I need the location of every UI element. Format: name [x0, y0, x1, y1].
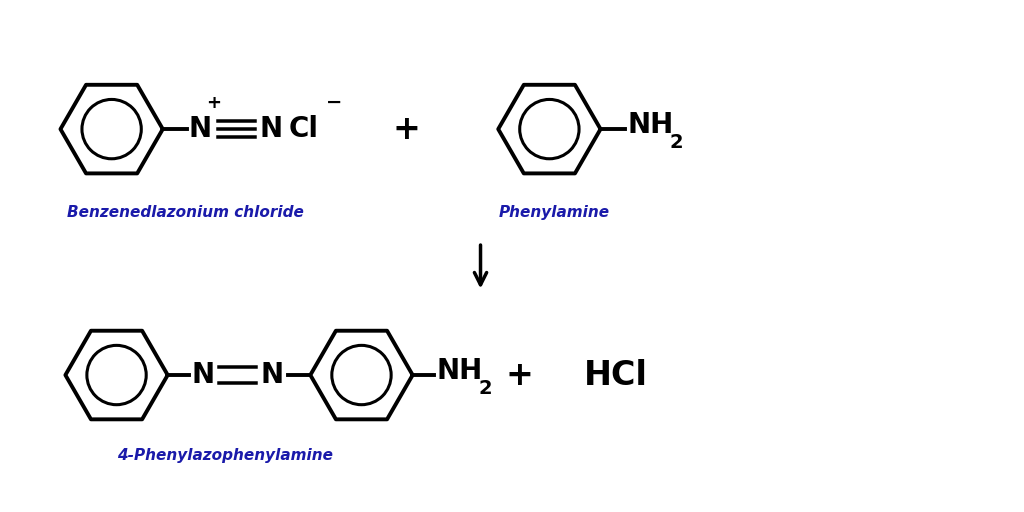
Text: 2: 2: [478, 379, 493, 398]
Text: NH: NH: [436, 357, 482, 385]
Text: N: N: [259, 115, 283, 143]
Text: NH: NH: [627, 111, 674, 139]
Text: Benzenedlazonium chloride: Benzenedlazonium chloride: [67, 205, 304, 220]
Text: +: +: [393, 113, 421, 145]
Text: N: N: [191, 361, 214, 389]
Text: 4-Phenylazophenylamine: 4-Phenylazophenylamine: [117, 448, 333, 463]
Text: N: N: [260, 361, 284, 389]
Text: +: +: [206, 94, 221, 112]
Text: N: N: [188, 115, 212, 143]
Text: HCl: HCl: [584, 358, 648, 392]
Text: 2: 2: [670, 133, 683, 153]
Text: Phenylamine: Phenylamine: [499, 205, 610, 220]
Text: −: −: [326, 93, 342, 112]
Text: Cl: Cl: [289, 115, 318, 143]
Text: +: +: [506, 358, 534, 392]
